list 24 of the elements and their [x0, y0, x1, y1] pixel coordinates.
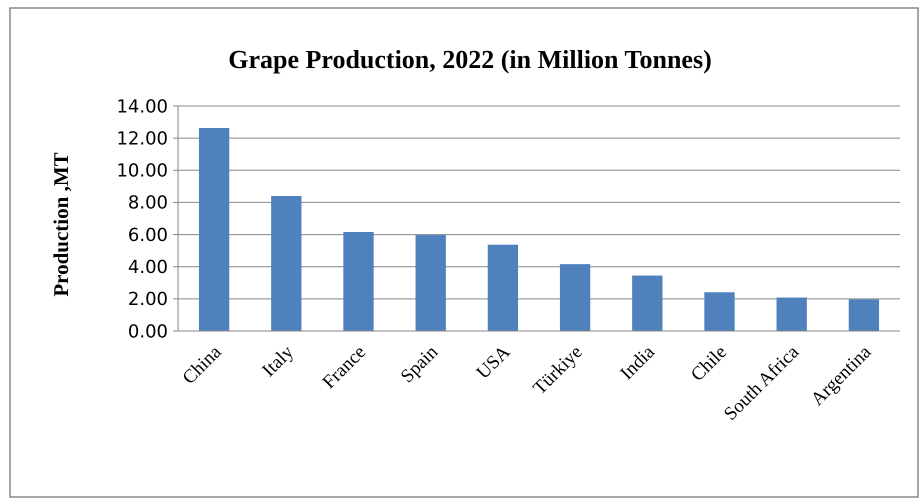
- bar: [848, 300, 880, 331]
- bar: [198, 128, 230, 331]
- bar: [776, 298, 807, 331]
- y-tick-label: 12.00: [116, 128, 168, 150]
- x-tick-label: India: [616, 341, 660, 384]
- y-tick-label: 10.00: [116, 160, 168, 182]
- y-tick-label: 6.00: [128, 224, 168, 246]
- y-tick-label: 4.00: [128, 257, 168, 278]
- x-tick-label: Italy: [258, 341, 298, 382]
- y-axis-title: Production ,MT: [49, 152, 73, 297]
- y-tick-label: 0.00: [128, 321, 168, 342]
- bar: [416, 235, 446, 331]
- x-tick-label: Chile: [687, 342, 732, 386]
- bar: [632, 276, 662, 331]
- bar: [488, 244, 518, 331]
- chart-title: Grape Production, 2022 (in Million Tonnes): [228, 45, 712, 74]
- bar: [704, 292, 735, 331]
- y-tick-label: 14.00: [116, 96, 168, 118]
- bar: [271, 196, 302, 331]
- bar: [560, 264, 590, 331]
- y-tick-label: 8.00: [128, 192, 168, 214]
- y-tick-label: 2.00: [128, 289, 168, 310]
- bar: [343, 232, 374, 331]
- x-tick-label: USA: [472, 341, 515, 384]
